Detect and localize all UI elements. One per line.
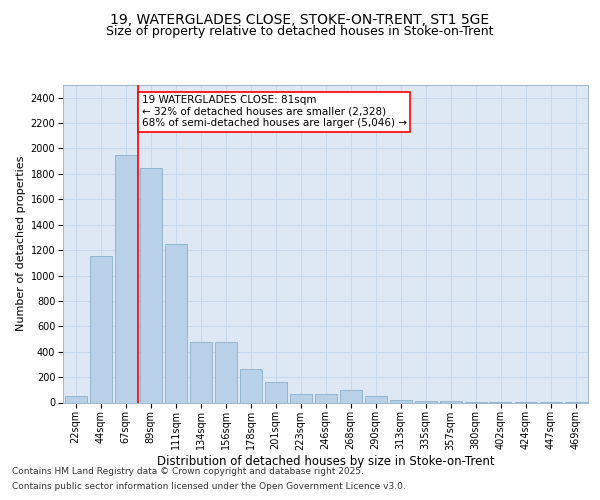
Bar bbox=[89, 256, 112, 402]
Y-axis label: Number of detached properties: Number of detached properties bbox=[16, 156, 26, 332]
Bar bbox=[190, 342, 212, 402]
Text: 19, WATERGLADES CLOSE, STOKE-ON-TRENT, ST1 5GE: 19, WATERGLADES CLOSE, STOKE-ON-TRENT, S… bbox=[110, 12, 490, 26]
Text: Contains public sector information licensed under the Open Government Licence v3: Contains public sector information licen… bbox=[12, 482, 406, 491]
Bar bbox=[115, 155, 137, 402]
Bar bbox=[290, 394, 311, 402]
Bar bbox=[215, 342, 236, 402]
Bar bbox=[265, 382, 287, 402]
Bar bbox=[365, 396, 386, 402]
Bar bbox=[415, 401, 437, 402]
Text: Contains HM Land Registry data © Crown copyright and database right 2025.: Contains HM Land Registry data © Crown c… bbox=[12, 467, 364, 476]
Bar bbox=[314, 394, 337, 402]
Bar bbox=[139, 168, 161, 402]
Bar bbox=[65, 396, 86, 402]
Text: 19 WATERGLADES CLOSE: 81sqm
← 32% of detached houses are smaller (2,328)
68% of : 19 WATERGLADES CLOSE: 81sqm ← 32% of det… bbox=[142, 95, 407, 128]
Text: Size of property relative to detached houses in Stoke-on-Trent: Size of property relative to detached ho… bbox=[106, 25, 494, 38]
Bar bbox=[164, 244, 187, 402]
Bar bbox=[340, 390, 361, 402]
Bar bbox=[439, 401, 461, 402]
X-axis label: Distribution of detached houses by size in Stoke-on-Trent: Distribution of detached houses by size … bbox=[157, 455, 494, 468]
Bar bbox=[239, 370, 262, 402]
Bar bbox=[389, 400, 412, 402]
